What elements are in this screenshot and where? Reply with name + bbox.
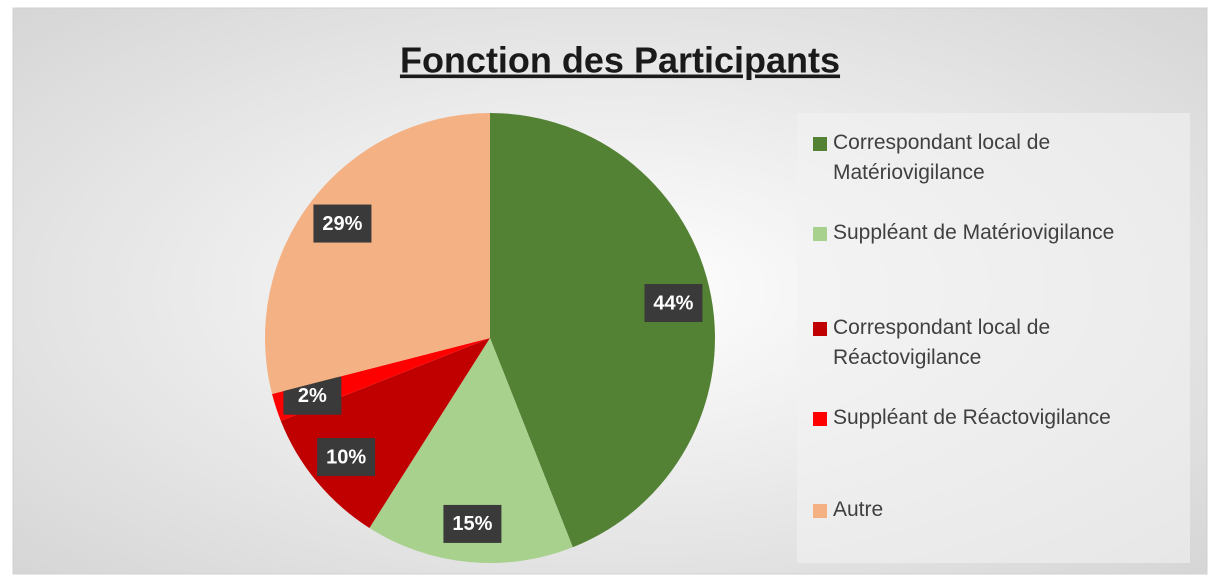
chart-title: Fonction des Participants [400,40,840,81]
legend-swatch [813,137,827,151]
legend-label: Correspondant local de Matériovigilance [833,131,1051,184]
pie-slice [369,338,573,564]
data-label: 15% [452,513,492,535]
legend-swatch [813,227,827,241]
legend-swatch [813,322,827,336]
pie-slice [264,113,490,394]
pie-slice [280,338,490,528]
legend-label: Suppléant de Réactovigilance [833,406,1111,429]
data-label-box [443,504,502,543]
data-label-box [644,284,703,323]
data-label-box [317,438,376,477]
legend-box [797,113,1190,563]
data-label: 44% [653,292,693,314]
legend-swatch [813,504,827,518]
legend-label: Suppléant de Matériovigilance [833,221,1115,244]
data-label-box [313,204,372,243]
legend-swatch [813,412,827,426]
data-label: 29% [322,213,362,235]
legend-label: Autre [833,498,884,521]
legend-label: Correspondant local de Réactovigilance [833,316,1051,369]
pie-slice [490,113,715,548]
data-label: 2% [298,385,327,407]
data-label: 10% [326,446,366,468]
